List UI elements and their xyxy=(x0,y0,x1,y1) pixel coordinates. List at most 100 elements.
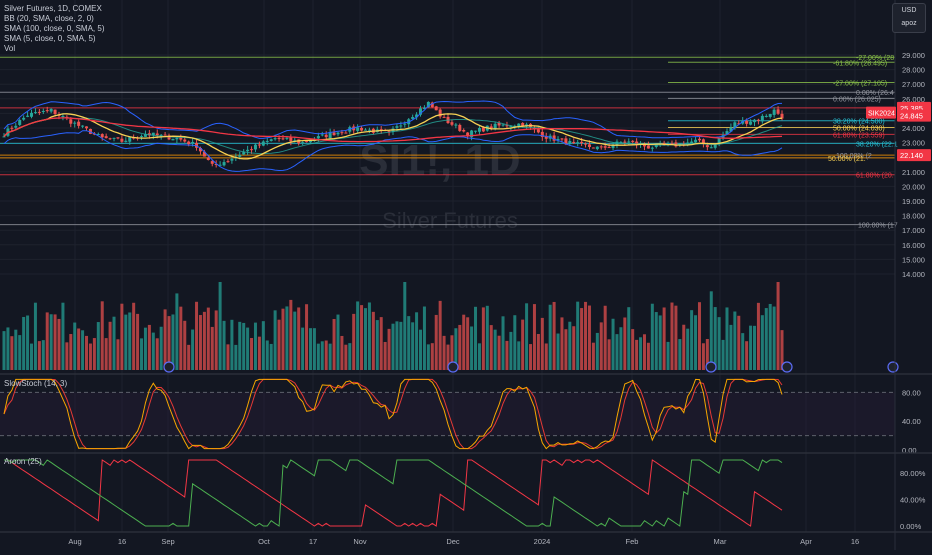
volume-bar xyxy=(772,306,776,370)
candle-body xyxy=(336,132,340,135)
price-tick-label: 27.000 xyxy=(902,80,925,89)
price-tick-label: 26.000 xyxy=(902,95,925,104)
volume-bar xyxy=(741,333,745,370)
candle-body xyxy=(438,109,442,117)
volume-bar xyxy=(540,317,544,370)
volume-bar xyxy=(136,313,140,370)
volume-bar xyxy=(132,302,136,370)
candle-body xyxy=(536,129,540,133)
aroon-tick-label: 0.00% xyxy=(900,522,922,531)
candle-body xyxy=(733,122,737,129)
candle-body xyxy=(442,116,446,118)
candle-body xyxy=(756,119,760,121)
volume-bar xyxy=(363,308,367,370)
candle-body xyxy=(705,145,709,148)
event-markers[interactable] xyxy=(163,361,899,373)
volume-bar xyxy=(599,322,603,370)
candle-body xyxy=(214,163,218,165)
candle-body xyxy=(725,131,729,135)
candle-body xyxy=(505,125,509,127)
fib-label: 0.00% (26.025) xyxy=(833,96,881,103)
overlay-lines xyxy=(3,100,783,172)
candle-body xyxy=(607,147,611,149)
volume-bar xyxy=(721,339,725,370)
stoch-d-line xyxy=(3,378,783,450)
currency-button[interactable]: USD apoz xyxy=(892,3,926,33)
candle-body xyxy=(450,122,454,125)
volume-bar xyxy=(737,315,741,370)
candle-body xyxy=(544,135,548,139)
volume-bar xyxy=(22,316,26,370)
volume-bar xyxy=(65,342,69,370)
watermark-ticker: SI1!, 1D xyxy=(359,136,520,185)
candle-body xyxy=(729,127,733,132)
volume-bar xyxy=(529,344,533,370)
volume-bar xyxy=(332,319,336,370)
volume-bar xyxy=(674,305,678,370)
candle-body xyxy=(344,132,348,134)
volume-bar xyxy=(391,323,395,370)
volume-bar xyxy=(399,321,403,370)
volume-bar xyxy=(246,327,250,370)
fib-label: -61.80% (28.495) xyxy=(833,60,887,67)
volume-bar xyxy=(222,320,226,370)
volume-bar xyxy=(419,329,423,370)
candle-body xyxy=(163,134,167,136)
candle-body xyxy=(360,127,364,131)
stoch-tick-label: 0.00 xyxy=(902,446,917,455)
aroon-legend[interactable]: Aroon (25) xyxy=(4,457,42,466)
candle-body xyxy=(265,140,269,142)
candle-body xyxy=(316,136,320,139)
symbol-badge-bg xyxy=(866,106,896,119)
volume-bar xyxy=(316,343,320,370)
candle-body xyxy=(426,101,430,108)
fib-label: 38.20% (24.500) xyxy=(833,119,885,126)
chart-legend[interactable]: Silver Futures, 1D, COMEX BB (20, SMA, c… xyxy=(4,4,104,54)
volume-bar xyxy=(324,340,328,370)
volume-bar xyxy=(261,321,265,370)
volume-bar xyxy=(780,330,784,370)
volume-bars xyxy=(2,282,784,370)
fib-label: 100.00% (2 xyxy=(836,153,872,160)
candle-body xyxy=(670,143,674,145)
candle-body xyxy=(635,141,639,145)
volume-bar xyxy=(108,321,112,370)
volume-bar xyxy=(525,303,529,370)
time-tick-label: 2024 xyxy=(534,537,551,546)
volume-bar xyxy=(167,316,171,370)
stoch-tick-label: 80.00 xyxy=(902,388,921,397)
current-price-badge-bg xyxy=(897,109,931,122)
price-tick-label: 17.000 xyxy=(902,226,925,235)
volume-bar xyxy=(470,326,474,370)
volume-bar xyxy=(375,320,379,370)
fib-label: 0.00% (26.4 xyxy=(856,90,894,97)
stoch-pane: 80.00 40.00 0.00 xyxy=(0,378,921,455)
volume-bar xyxy=(175,293,179,370)
candle-body xyxy=(745,120,749,124)
volume-bar xyxy=(662,307,666,370)
candle-body xyxy=(595,146,599,150)
volume-bar xyxy=(45,312,49,370)
candle-body xyxy=(780,113,784,119)
candle-body xyxy=(2,136,6,138)
volume-bar xyxy=(709,291,713,370)
candle-body xyxy=(395,126,399,128)
candle-body xyxy=(269,139,273,141)
volume-bar xyxy=(572,326,576,370)
fib-label: 50.00% (21. xyxy=(828,156,866,163)
volume-bar xyxy=(623,317,627,370)
volume-bar xyxy=(505,340,509,370)
stoch-legend[interactable]: SlowStoch (14, 3) xyxy=(4,379,68,388)
time-tick-label: Nov xyxy=(353,537,367,546)
candle-body xyxy=(69,119,73,124)
volume-bar xyxy=(607,339,611,370)
candle-body xyxy=(104,136,108,139)
volume-bar xyxy=(297,307,301,370)
symbol-badge: SIK2024 xyxy=(868,111,895,118)
volume-bar xyxy=(320,341,324,370)
candle-body xyxy=(697,138,701,141)
candle-body xyxy=(222,162,226,166)
volume-bar xyxy=(395,321,399,370)
